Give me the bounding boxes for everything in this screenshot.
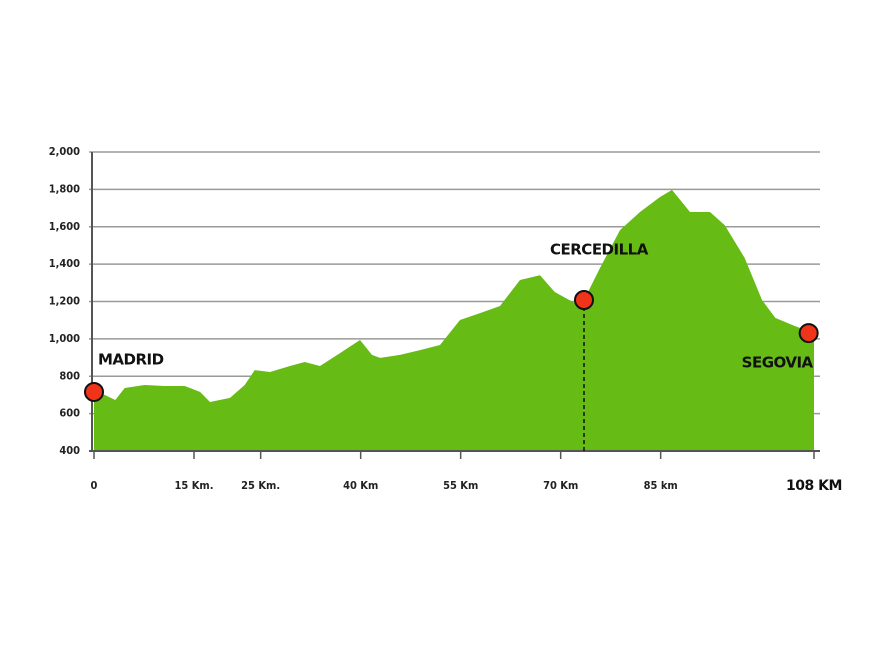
y-tick-label: 1,200: [49, 295, 80, 308]
y-tick-label: 600: [59, 407, 80, 420]
place-marker: [84, 381, 104, 402]
place-label: MADRID: [98, 350, 164, 368]
y-tick-label: 1,400: [49, 257, 80, 270]
x-tick-label: 25 Km.: [241, 479, 280, 492]
place-marker: [798, 323, 819, 344]
y-tick-label: 800: [59, 369, 80, 382]
x-tick-label: 15 Km.: [175, 479, 214, 492]
x-tick-label: 70 Km: [543, 479, 578, 492]
x-tick-label: 40 Km: [343, 479, 378, 492]
y-tick-label: 400: [59, 444, 80, 457]
elevation-area: [94, 189, 814, 451]
place-label: SEGOVIA: [742, 354, 814, 372]
x-tick-label: 85 km: [644, 479, 678, 492]
y-tick-label: 1,000: [49, 332, 80, 345]
x-tick-label: 55 Km: [443, 479, 478, 492]
y-tick-label: 1,600: [49, 220, 80, 233]
place-marker: [574, 290, 594, 311]
x-tick-label: 0: [91, 479, 98, 492]
x-tick-label: 108 KM: [786, 478, 842, 494]
y-tick-label: 2,000: [49, 145, 80, 158]
place-label: CERCEDILLA: [550, 241, 649, 259]
y-tick-label: 1,800: [49, 182, 80, 195]
